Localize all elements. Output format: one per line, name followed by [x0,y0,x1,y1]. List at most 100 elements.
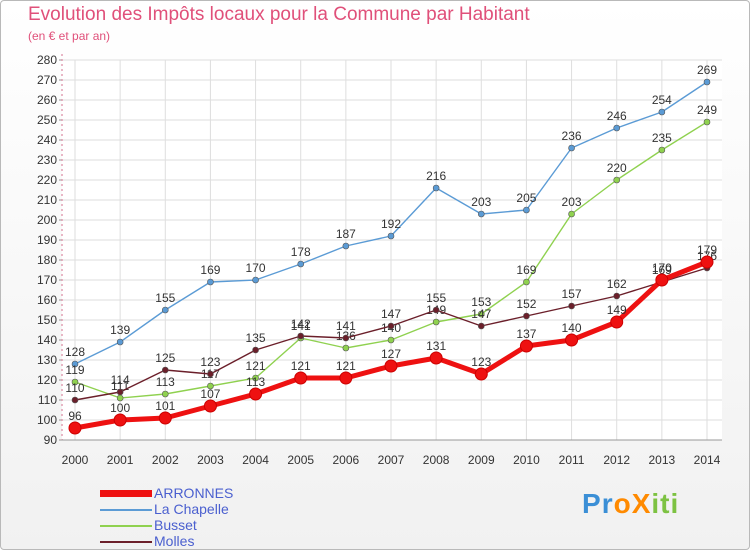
data-label-arronnes: 127 [381,347,401,361]
data-label-arronnes: 137 [516,327,536,341]
data-point-la-chapelle [207,278,214,286]
data-label-la-chapelle: 187 [336,227,356,241]
data-label-molles: 114 [111,373,130,387]
x-tick-label: 2011 [559,453,585,467]
chart-legend: ARRONNES La Chapelle Busset Molles [100,485,320,550]
data-point-la-chapelle [703,78,711,86]
data-point-arronnes [519,339,533,353]
data-label-busset: 113 [156,375,175,389]
data-label-molles: 110 [65,381,84,395]
data-point-busset [613,176,621,184]
data-label-la-chapelle: 269 [697,63,717,77]
data-point-arronnes [294,371,308,385]
y-tick-label: 280 [37,53,57,67]
x-tick-label: 2007 [378,453,405,467]
data-label-busset: 203 [562,195,582,209]
data-label-molles: 147 [471,307,491,321]
plot-area [62,60,722,440]
data-point-la-chapelle [568,144,575,152]
data-label-busset: 169 [516,263,536,277]
data-label-la-chapelle: 203 [471,195,491,209]
data-label-la-chapelle: 216 [426,169,446,183]
y-tick-label: 180 [37,253,57,267]
data-point-molles [477,322,485,330]
x-tick-label: 2004 [242,453,269,467]
data-point-arronnes [474,367,488,381]
data-point-molles [432,306,440,314]
data-point-molles [71,396,79,404]
y-tick-label: 270 [37,73,57,87]
y-tick-label: 150 [37,313,57,327]
data-label-molles: 123 [200,355,220,369]
data-label-molles: 157 [562,287,582,301]
data-point-arronnes [700,255,714,269]
legend-swatch [100,490,152,497]
data-point-arronnes [655,273,669,287]
data-label-arronnes: 123 [471,355,491,369]
data-point-busset [568,210,575,218]
y-tick-label: 220 [37,173,57,187]
data-point-arronnes [429,351,443,365]
data-point-la-chapelle [161,306,169,314]
y-tick-label: 140 [37,333,57,347]
data-point-molles [252,346,259,354]
data-point-arronnes [339,371,353,385]
logo-letter: P [582,488,602,519]
data-label-arronnes: 113 [246,375,265,389]
y-tick-label: 250 [37,113,57,127]
data-point-molles [161,366,169,374]
x-tick-label: 2002 [152,453,179,467]
logo-letter: i [651,488,661,519]
logo-letter: t [660,488,671,519]
data-point-la-chapelle [477,210,485,218]
y-tick-label: 100 [37,413,57,427]
data-point-molles [342,334,350,342]
data-label-la-chapelle: 246 [607,109,627,123]
data-point-arronnes [610,315,624,329]
data-label-la-chapelle: 178 [291,245,311,259]
data-label-la-chapelle: 192 [381,217,401,231]
y-tick-label: 230 [37,153,57,167]
data-label-arronnes: 131 [426,339,446,353]
data-point-molles [613,292,621,300]
legend-swatch [100,541,152,543]
data-label-molles: 162 [607,277,627,291]
logo-letter: o [613,488,632,519]
data-label-arronnes: 170 [652,261,672,275]
data-point-la-chapelle [342,242,350,250]
data-label-molles: 142 [291,317,311,331]
data-point-busset [207,382,214,390]
data-point-la-chapelle [432,184,440,192]
chart-title: Evolution des Impôts locaux pour la Comm… [28,4,530,25]
legend-swatch [100,509,152,511]
data-point-arronnes [203,399,217,413]
x-tick-label: 2013 [649,453,676,467]
y-tick-label: 90 [44,433,58,447]
data-point-la-chapelle [613,124,621,132]
data-label-arronnes: 140 [562,321,582,335]
data-label-molles: 141 [336,319,356,333]
data-label-molles: 169 [652,263,672,277]
data-point-busset [523,278,530,286]
logo-letter: r [601,488,614,519]
data-label-busset: 119 [65,363,84,377]
y-tick-label: 210 [37,193,57,207]
x-tick-label: 2000 [62,453,89,467]
data-point-busset [161,390,169,398]
data-label-arronnes: 100 [110,401,130,415]
data-point-arronnes [565,333,579,347]
data-label-arronnes: 149 [607,303,627,317]
data-point-la-chapelle [116,338,124,346]
data-label-busset: 220 [607,161,627,175]
data-point-arronnes [249,387,263,401]
data-point-molles [387,322,395,330]
data-label-arronnes: 101 [155,399,175,413]
y-tick-label: 160 [37,293,57,307]
data-label-busset: 249 [697,103,717,117]
x-tick-label: 2003 [197,453,224,467]
data-label-busset: 235 [652,131,672,145]
data-point-busset [432,318,440,326]
data-label-molles: 147 [381,307,401,321]
data-label-busset: 153 [471,295,491,309]
